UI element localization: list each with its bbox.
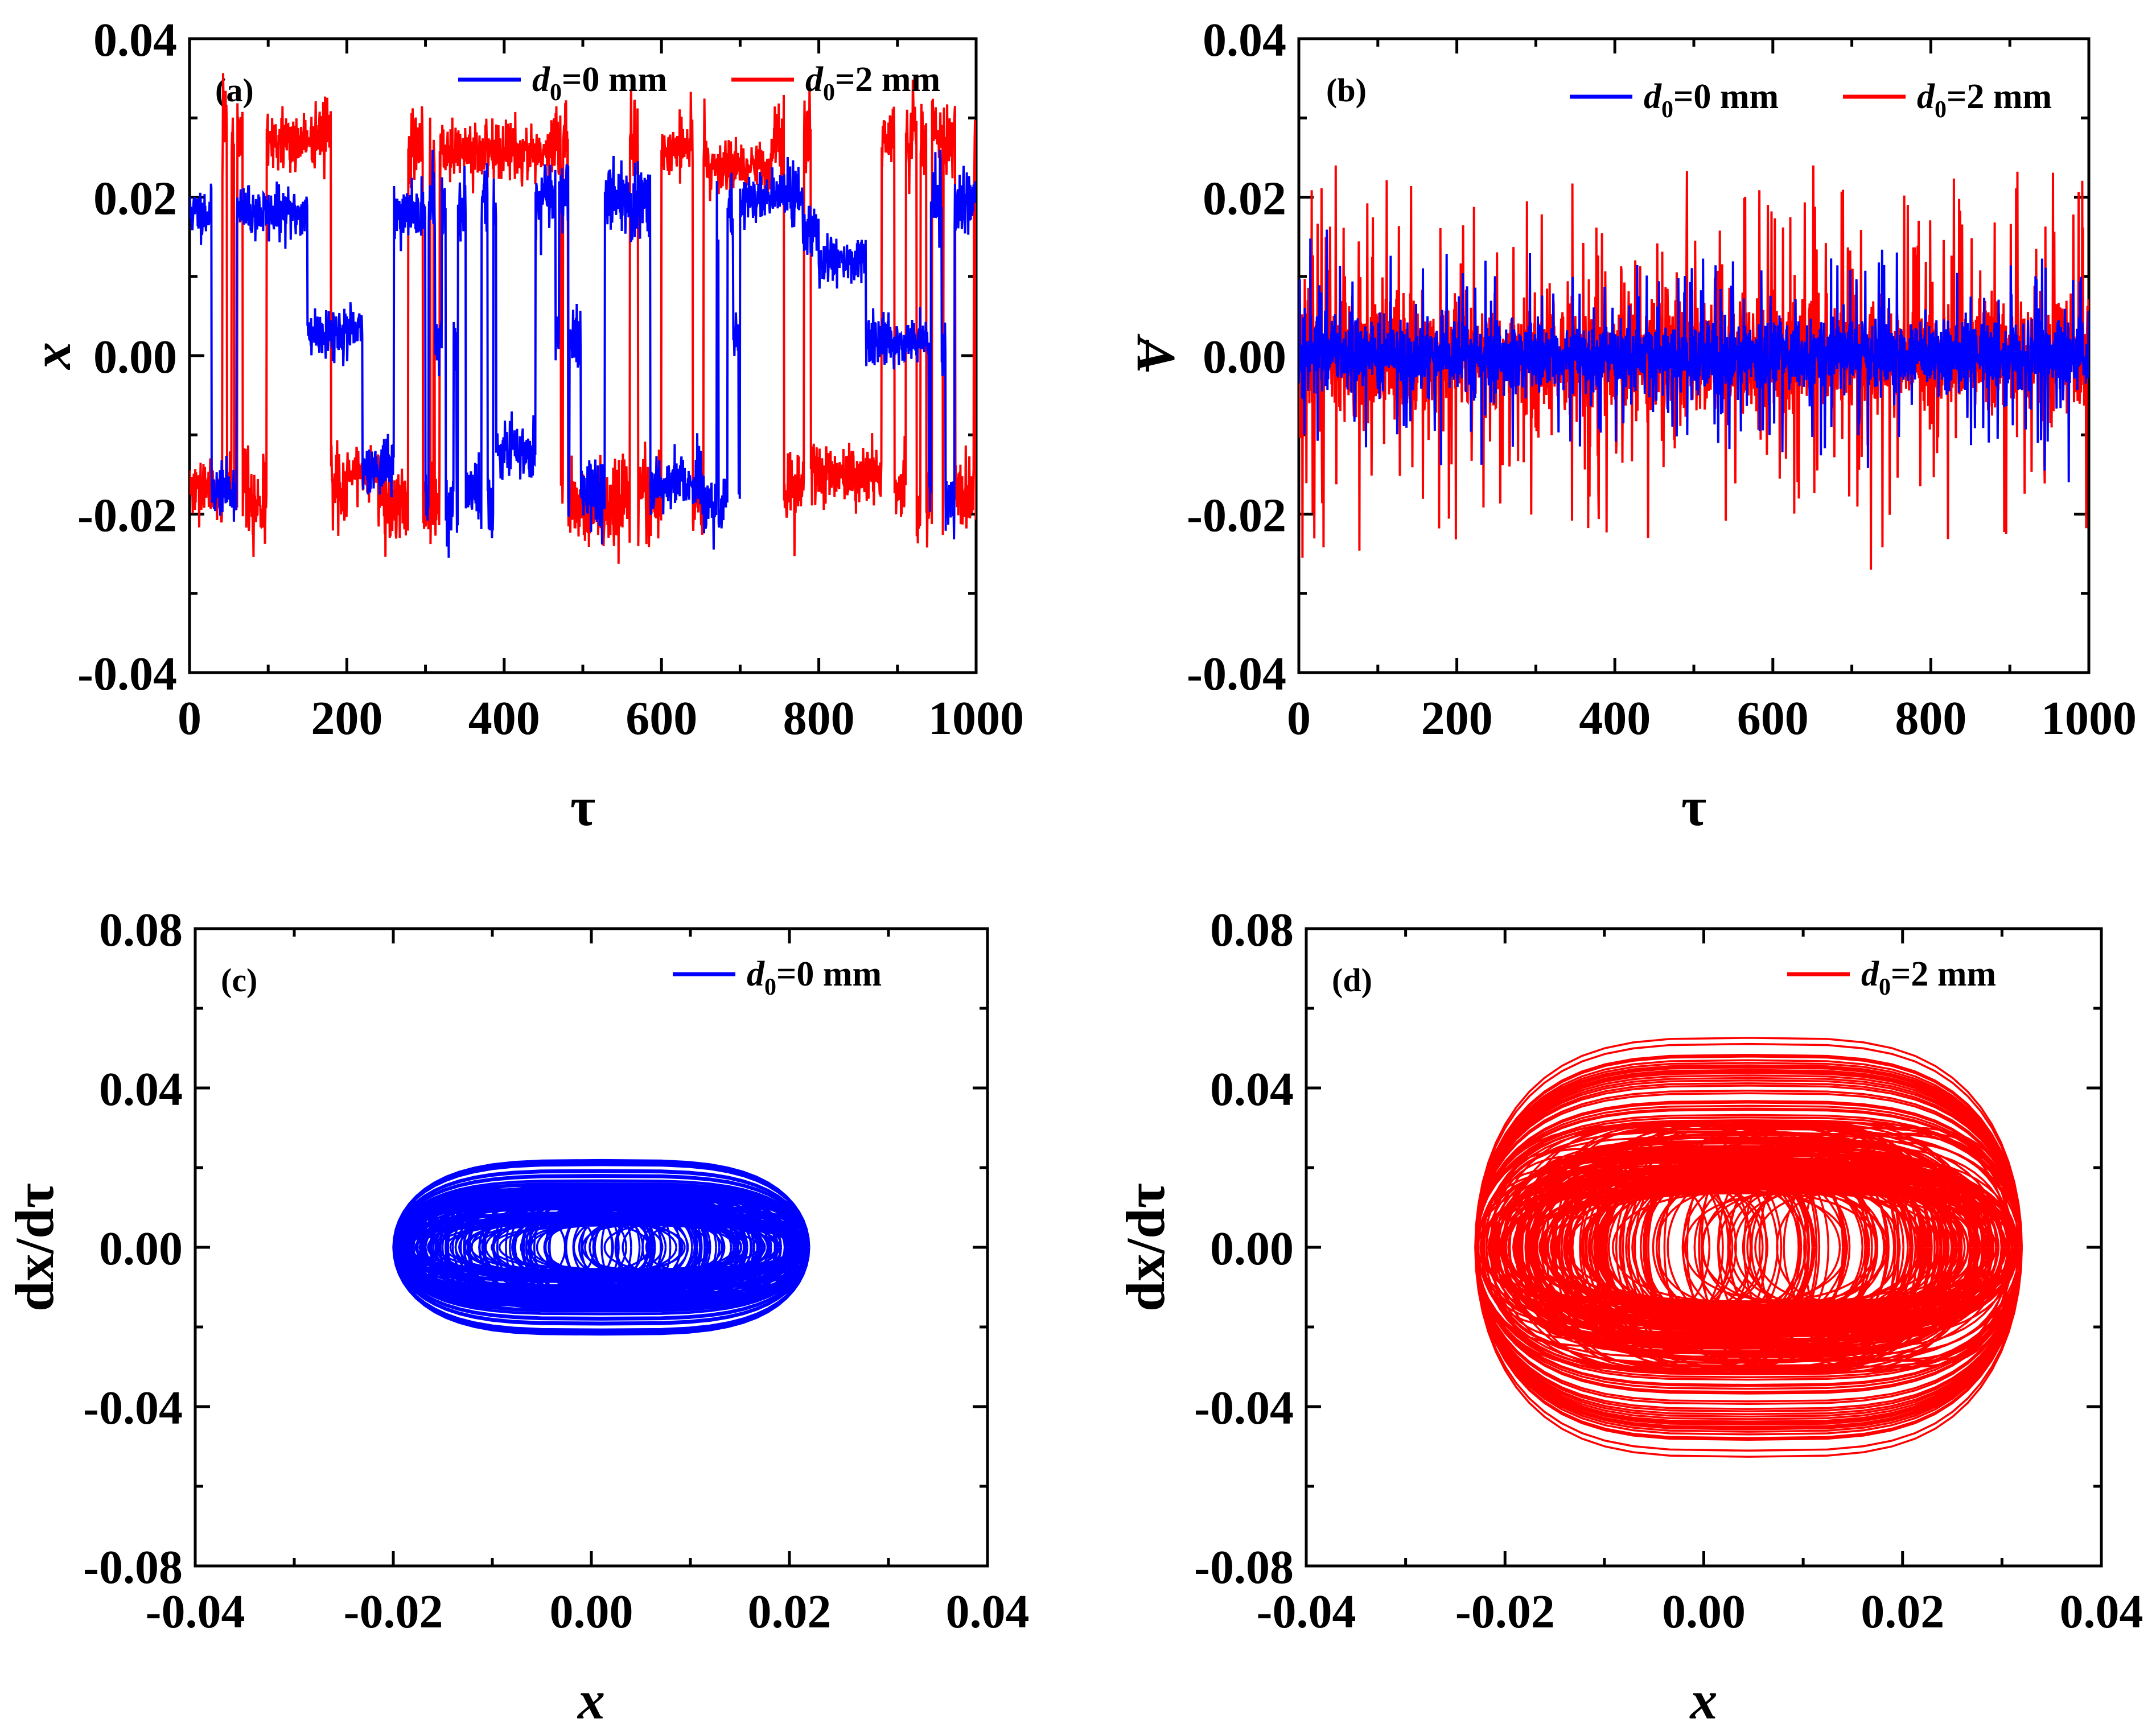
y-tick-label: 0.08 [99, 904, 183, 957]
x-tick-label: -0.04 [146, 1585, 245, 1638]
plot-frame [194, 927, 989, 1568]
y-tick-label: -0.02 [77, 489, 177, 542]
y-tick-label: -0.04 [83, 1382, 183, 1435]
panel-c: -0.04 -0.02 0.00 0.02 0.04-0.08-0.040.000.04… [4, 904, 1030, 1723]
x-tick-label: 400 [468, 692, 540, 745]
y-tick-label: 0.08 [1210, 904, 1294, 957]
x-tick-label: 1000 [928, 692, 1024, 745]
x-axis-title: x [1689, 1670, 1718, 1723]
x-tick-label: 0.02 [748, 1585, 832, 1638]
legend-entry: d0=0 mm [747, 955, 882, 1000]
panel-label: (b) [1326, 72, 1367, 109]
y-tick-label: -0.04 [1187, 648, 1286, 700]
y-tick-label: 0.00 [99, 1222, 183, 1275]
y-tick-label: 0.00 [93, 331, 177, 384]
phase-trajectory [1474, 1037, 2023, 1458]
x-tick-label: 0 [1287, 692, 1311, 745]
x-tick-label: 800 [783, 692, 855, 745]
y-tick-label: -0.08 [1194, 1541, 1294, 1594]
x-tick-label: 800 [1895, 692, 1966, 745]
y-tick-label: -0.02 [1187, 489, 1286, 542]
x-tick-label: 0.02 [1861, 1585, 1944, 1638]
y-axis-title: x [21, 342, 82, 370]
panel-a: 0 200 400 600 800 1000 -0.04 -0.02 0.00 0.02 0.04 τ… [21, 14, 1024, 837]
y-tick-label: 0.04 [93, 14, 177, 67]
x-tick-label: 200 [311, 692, 382, 745]
series-line-d0-0mm [190, 150, 976, 558]
panel-b: 0 200 400 600 800 1000 -0.04 -0.02 0.00 0.02 0.04 τ… [1125, 14, 2137, 837]
panel-label: (d) [1332, 962, 1372, 999]
x-tick-label: -0.04 [1257, 1585, 1356, 1638]
y-axis-title: dx/dτ [1115, 1183, 1176, 1312]
panel-d: -0.04 -0.02 0.00 0.02 0.04-0.08-0.040.000.04… [1115, 904, 2143, 1723]
y-tick-label: -0.04 [1194, 1382, 1294, 1435]
y-axis-title: V [1125, 333, 1186, 374]
y-tick-label: 0.00 [1203, 331, 1286, 384]
y-tick-label: 0.04 [1210, 1063, 1294, 1116]
series-line-d0-0mm [1299, 229, 2089, 483]
y-axis-title: dx/dτ [4, 1183, 65, 1312]
x-tick-label: 400 [1579, 692, 1651, 745]
y-tick-label: -0.04 [77, 648, 177, 700]
x-tick-label: -0.02 [344, 1585, 443, 1638]
x-tick-label: 1000 [2041, 692, 2137, 745]
x-tick-label: 600 [626, 692, 697, 745]
y-tick-label: 0.04 [1203, 14, 1286, 67]
x-axis-title: τ [570, 776, 595, 837]
x-tick-label: -0.02 [1455, 1585, 1555, 1638]
plot-frame [1305, 927, 2103, 1568]
legend-entry: d0=2 mm [805, 60, 940, 106]
legend-entry: d0=0 mm [532, 60, 667, 106]
y-tick-label: 0.02 [93, 172, 177, 225]
y-tick-label: -0.08 [83, 1541, 183, 1594]
x-tick-label: 0.04 [2060, 1585, 2143, 1638]
x-axis-title: τ [1681, 776, 1706, 837]
x-tick-label: 0 [178, 692, 201, 745]
legend-entry: d0=2 mm [1861, 955, 1996, 1000]
x-tick-label: 600 [1737, 692, 1809, 745]
x-tick-label: 0.00 [1662, 1585, 1746, 1638]
panel-label: (a) [215, 72, 254, 109]
x-tick-label: 200 [1421, 692, 1493, 745]
y-tick-label: 0.02 [1203, 172, 1286, 225]
legend-entry: d0=2 mm [1917, 77, 2052, 123]
x-tick-label: 0.00 [550, 1585, 633, 1638]
x-tick-label: 0.04 [946, 1585, 1030, 1638]
legend-entry: d0=0 mm [1644, 77, 1779, 123]
y-tick-label: 0.00 [1210, 1222, 1294, 1275]
y-tick-label: 0.04 [99, 1063, 183, 1116]
phase-trajectory [392, 1159, 810, 1336]
panel-label: (c) [221, 962, 257, 999]
x-axis-title: x [577, 1670, 605, 1723]
